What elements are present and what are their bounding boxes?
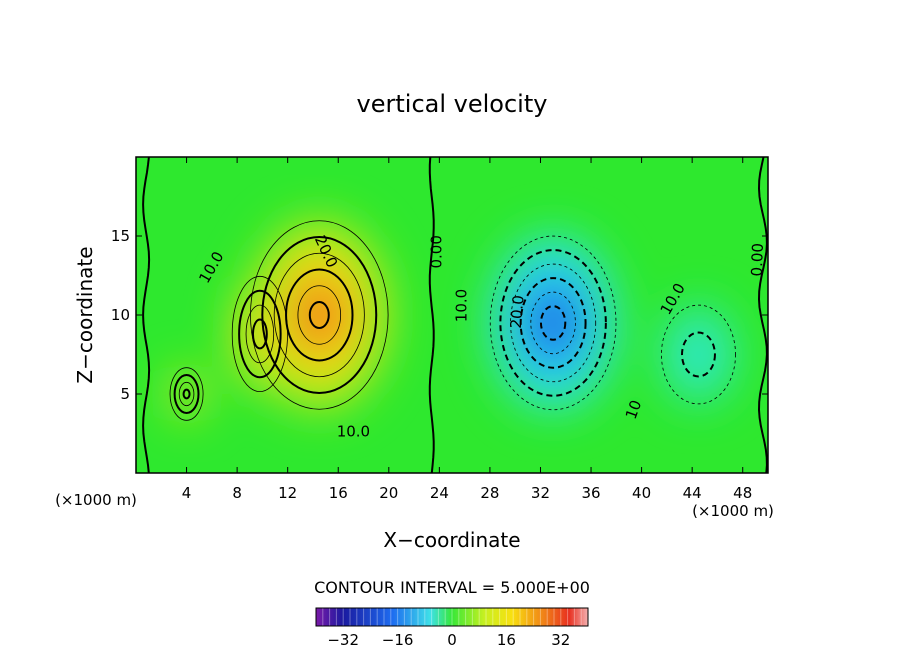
colorbar: −32 −16 0 16 32 (315, 607, 589, 649)
field-band-downdraft-main (549, 317, 558, 328)
contour-lines (142, 157, 768, 473)
x-tick-label: 40 (632, 484, 651, 502)
x-unit-left: (×1000 m) (55, 491, 137, 509)
x-tick-label: 20 (379, 484, 398, 502)
contour-updraft-small (182, 388, 191, 400)
x-tick-label: 44 (683, 484, 702, 502)
colorbar-bands (322, 608, 582, 626)
contour-updraft-small (178, 381, 195, 407)
contour-updraft-main (273, 252, 365, 378)
y-tick-label: 5 (120, 385, 130, 403)
x-tick-label: 12 (278, 484, 297, 502)
y-tick-label: 10 (111, 306, 130, 324)
contour-updraft-secondary (251, 318, 268, 350)
contour-label: 10.0 (337, 422, 370, 440)
contour-updraft-main (297, 285, 342, 345)
x-tick-label: 32 (531, 484, 550, 502)
x-axis-label: X−coordinate (383, 528, 520, 552)
y-tick-label: 15 (111, 227, 130, 245)
contour-label: 10 (622, 398, 645, 422)
contour-downdraft-main (499, 249, 607, 397)
y-axis-label: Z−coordinate (73, 246, 97, 383)
x-unit-right: (×1000 m) (692, 502, 774, 520)
zero-contour (757, 157, 768, 473)
x-axis: 4 8 12 16 20 24 28 32 36 40 44 48 (182, 157, 752, 502)
colorbar-frame (315, 607, 589, 627)
contour-updraft-secondary (238, 289, 282, 379)
colorbar-tick-label: 16 (497, 631, 516, 649)
contour-label: 0.00 (427, 235, 445, 268)
contour-updraft-small (173, 373, 200, 415)
contour-downdraft-main (489, 235, 617, 411)
contour-updraft-main (308, 301, 330, 329)
x-tick-label: 36 (581, 484, 600, 502)
contour-updraft-main (261, 236, 378, 394)
x-tick-label: 16 (329, 484, 348, 502)
x-tick-label: 4 (182, 484, 192, 502)
chart-title: vertical velocity (357, 90, 548, 118)
contour-interval-text: CONTOUR INTERVAL = 5.000E+00 (314, 578, 590, 597)
contour-updraft-secondary (245, 304, 275, 364)
contour-downdraft-east (681, 331, 716, 378)
colorbar-ticks: −32 −16 0 16 32 (327, 631, 570, 649)
y-axis: 5 10 15 (111, 227, 768, 403)
field-band-downdraft-east (682, 333, 714, 376)
contour-downdraft-main (510, 263, 597, 383)
contour-label: 20.0 (507, 294, 528, 329)
contour-label: 10.0 (453, 289, 471, 322)
colorbar-tick-label: 32 (551, 631, 570, 649)
zero-contour (428, 157, 435, 473)
contour-updraft-secondary (231, 275, 288, 392)
x-tick-label: 48 (733, 484, 752, 502)
contour-updraft-main (250, 220, 389, 410)
colorbar-tick-label: −32 (327, 631, 359, 649)
contour-downdraft-main (530, 291, 576, 355)
contour-updraft-small (169, 367, 204, 421)
zero-contour (142, 157, 151, 473)
contour-downdraft-main (539, 305, 567, 341)
x-tick-label: 24 (430, 484, 449, 502)
colorbar-tick-label: 0 (447, 631, 457, 649)
contour-downdraft-main (519, 277, 587, 369)
contour-label: 0.00 (748, 243, 767, 277)
colorbar-tick-label: −16 (382, 631, 414, 649)
x-tick-label: 28 (480, 484, 499, 502)
colorbar-gradient (316, 608, 588, 626)
contour-downdraft-east (661, 304, 736, 405)
x-tick-label: 8 (232, 484, 242, 502)
field-band-updraft-main (311, 304, 328, 326)
